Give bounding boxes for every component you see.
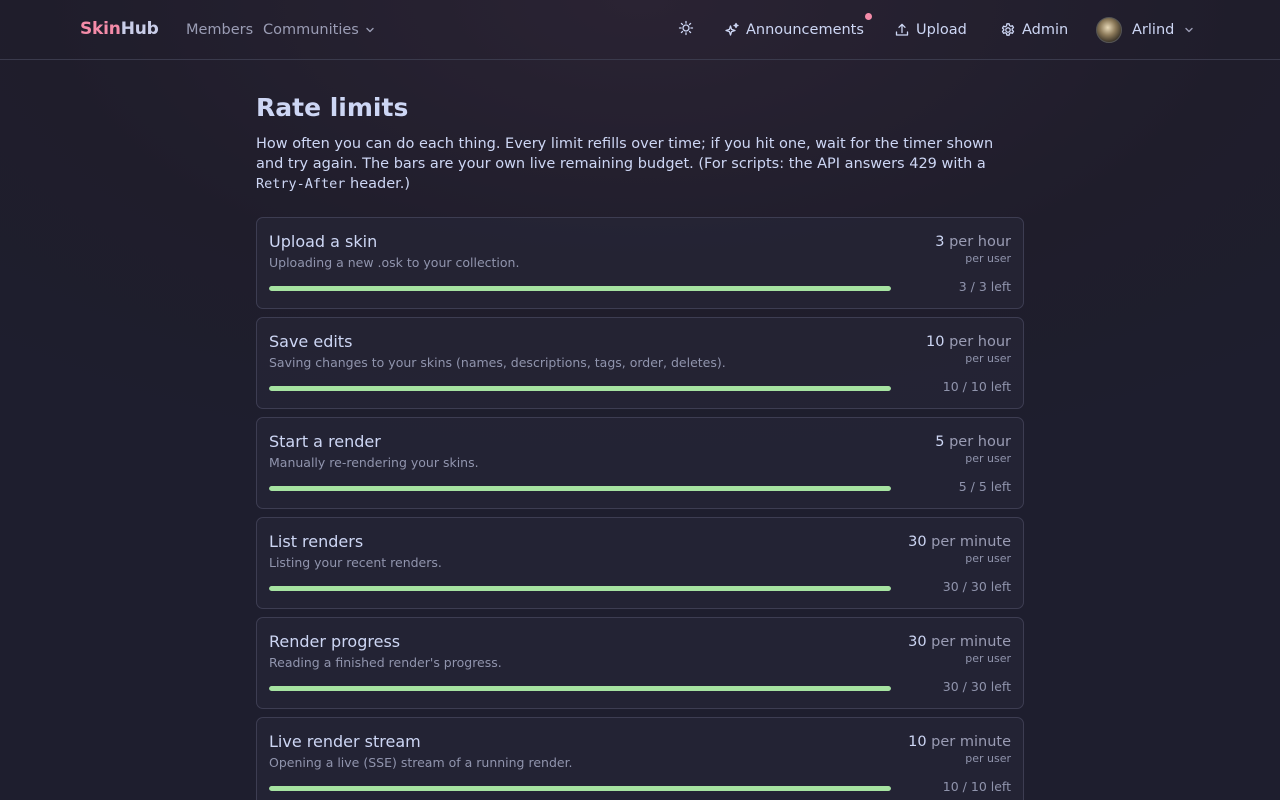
chevron-down-icon xyxy=(365,25,375,35)
remaining-bar-fill xyxy=(269,686,891,691)
limit-title: Upload a skin xyxy=(269,232,378,251)
chevron-down-icon xyxy=(1184,25,1194,35)
limit-rate: 5 per hour xyxy=(935,433,1011,451)
limit-title: Start a render xyxy=(269,432,381,451)
limit-period: per hour xyxy=(949,434,1011,450)
limit-description: Saving changes to your skins (names, des… xyxy=(269,355,726,370)
limit-card: Start a render Manually re-rendering you… xyxy=(256,417,1024,509)
remaining-text: 10 / 10 left xyxy=(942,379,1011,394)
limit-rate: 30 per minute xyxy=(908,533,1011,551)
limit-period: per minute xyxy=(931,634,1011,650)
limit-rate: 10 per minute xyxy=(908,733,1011,751)
limit-description: Manually re-rendering your skins. xyxy=(269,455,479,470)
limit-description: Reading a finished render's progress. xyxy=(269,655,502,670)
sparkles-icon xyxy=(724,22,740,38)
limit-scope: per user xyxy=(965,352,1011,365)
remaining-text: 3 / 3 left xyxy=(958,279,1011,294)
limit-description: Uploading a new .osk to your collection. xyxy=(269,255,520,270)
limit-period: per minute xyxy=(931,534,1011,550)
remaining-bar xyxy=(269,486,891,491)
brand-logo[interactable]: SkinHub xyxy=(80,18,159,40)
nav-communities-label: Communities xyxy=(263,22,359,38)
brand-logo-part2: Hub xyxy=(120,19,159,39)
remaining-text: 10 / 10 left xyxy=(942,779,1011,794)
brand-logo-part1: Skin xyxy=(80,19,121,39)
remaining-text: 30 / 30 left xyxy=(942,579,1011,594)
gear-icon xyxy=(1000,22,1016,38)
limit-count: 3 xyxy=(935,234,945,250)
avatar xyxy=(1096,17,1122,43)
notification-dot xyxy=(865,13,872,20)
announcements-button[interactable]: Announcements xyxy=(724,20,864,40)
limit-card: List renders Listing your recent renders… xyxy=(256,517,1024,609)
limit-period: per minute xyxy=(931,734,1011,750)
page-title: Rate limits xyxy=(256,93,409,122)
upload-icon xyxy=(894,22,910,38)
limit-count: 10 xyxy=(908,734,927,750)
limit-card: Upload a skin Uploading a new .osk to yo… xyxy=(256,217,1024,309)
limit-scope: per user xyxy=(965,752,1011,765)
upload-label: Upload xyxy=(916,22,967,38)
remaining-bar xyxy=(269,786,891,791)
limit-title: Render progress xyxy=(269,632,401,651)
limit-rate: 3 per hour xyxy=(935,233,1011,251)
remaining-bar xyxy=(269,686,891,691)
remaining-bar-fill xyxy=(269,486,891,491)
user-name: Arlind xyxy=(1132,22,1175,38)
limit-scope: per user xyxy=(965,452,1011,465)
limit-title: List renders xyxy=(269,532,364,551)
limit-description: Listing your recent renders. xyxy=(269,555,442,570)
theme-toggle-button[interactable] xyxy=(678,20,694,36)
limit-period: per hour xyxy=(949,234,1011,250)
limit-count: 5 xyxy=(935,434,945,450)
remaining-text: 5 / 5 left xyxy=(958,479,1011,494)
remaining-text: 30 / 30 left xyxy=(942,679,1011,694)
limit-rate: 10 per hour xyxy=(926,333,1011,351)
page-intro: How often you can do each thing. Every l… xyxy=(256,134,1024,194)
limit-card: Live render stream Opening a live (SSE) … xyxy=(256,717,1024,800)
limit-scope: per user xyxy=(965,252,1011,265)
main-content: Rate limits How often you can do each th… xyxy=(256,92,1024,194)
limit-title: Save edits xyxy=(269,332,353,351)
nav-members-label: Members xyxy=(186,22,254,38)
limit-card: Render progress Reading a finished rende… xyxy=(256,617,1024,709)
nav-communities-dropdown[interactable]: Communities xyxy=(263,21,375,39)
user-menu[interactable]: Arlind xyxy=(1096,17,1194,43)
limit-count: 30 xyxy=(908,534,927,550)
top-navbar: SkinHub Members Communities Announcement… xyxy=(0,0,1280,60)
admin-button[interactable]: Admin xyxy=(1000,20,1068,40)
nav-members-link[interactable]: Members xyxy=(186,21,253,39)
intro-text-1: How often you can do each thing. Every l… xyxy=(256,136,994,172)
limit-scope: per user xyxy=(965,552,1011,565)
remaining-bar-fill xyxy=(269,786,891,791)
limit-title: Live render stream xyxy=(269,732,421,751)
remaining-bar xyxy=(269,386,891,391)
remaining-bar xyxy=(269,286,891,291)
limit-count: 10 xyxy=(926,334,945,350)
intro-text-2: header.) xyxy=(345,176,411,192)
sun-icon xyxy=(678,20,694,36)
upload-button[interactable]: Upload xyxy=(894,20,967,40)
limit-scope: per user xyxy=(965,652,1011,665)
remaining-bar-fill xyxy=(269,286,891,291)
limit-card: Save edits Saving changes to your skins … xyxy=(256,317,1024,409)
remaining-bar-fill xyxy=(269,386,891,391)
limit-count: 30 xyxy=(908,634,927,650)
intro-code: Retry-After xyxy=(256,176,346,192)
limit-description: Opening a live (SSE) stream of a running… xyxy=(269,755,573,770)
remaining-bar-fill xyxy=(269,586,891,591)
remaining-bar xyxy=(269,586,891,591)
limit-rate: 30 per minute xyxy=(908,633,1011,651)
announcements-label: Announcements xyxy=(746,22,864,38)
limit-period: per hour xyxy=(949,334,1011,350)
admin-label: Admin xyxy=(1022,22,1069,38)
